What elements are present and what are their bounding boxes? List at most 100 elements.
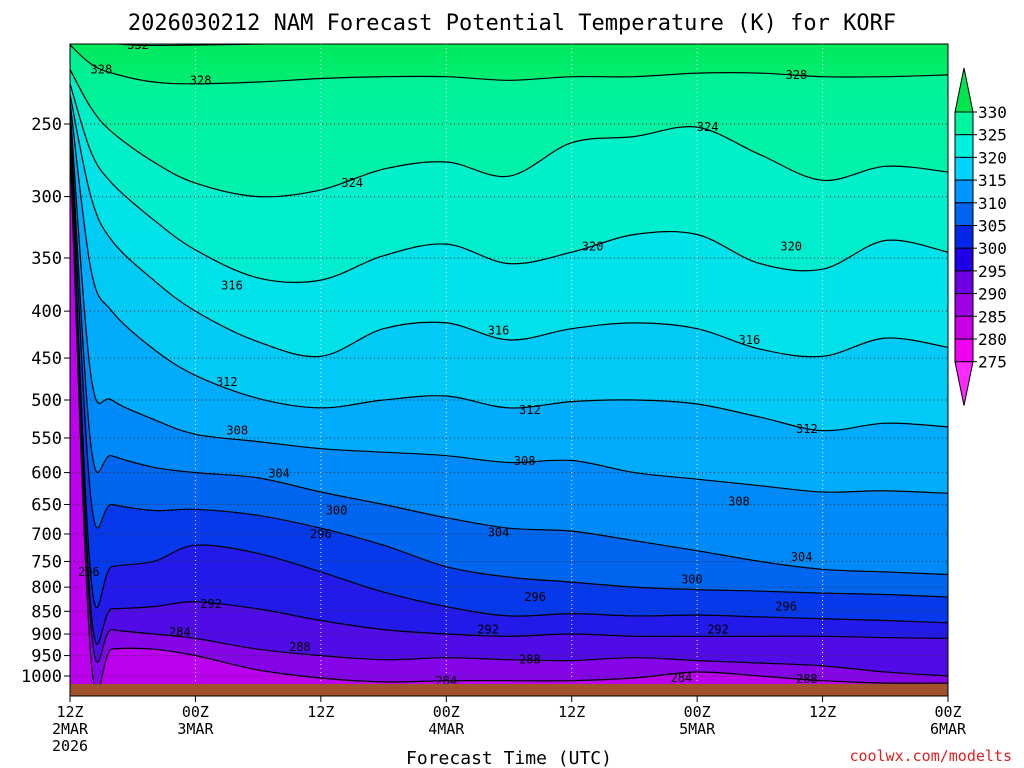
x-tick-label: 5MAR xyxy=(679,720,716,738)
contour-label: 304 xyxy=(791,550,813,564)
y-tick-label: 600 xyxy=(31,464,62,484)
isentrope-line-316 xyxy=(70,94,948,358)
colorbar-label: 275 xyxy=(978,353,1007,372)
colorbar-swatch xyxy=(954,111,974,136)
isentrope-line-308 xyxy=(70,107,948,494)
contour-label: 288 xyxy=(519,653,541,667)
isentrope-line-324 xyxy=(70,69,948,198)
contour-label: 316 xyxy=(488,324,510,338)
y-tick-label: 750 xyxy=(31,552,62,572)
x-tick-label: 00Z xyxy=(684,703,711,721)
colorbar-arrow-bottom xyxy=(954,361,974,406)
x-tick-label: 12Z xyxy=(558,703,585,721)
isentrope-line-312 xyxy=(70,101,948,432)
contour-label: 312 xyxy=(796,422,818,436)
contour-label: 304 xyxy=(268,466,290,480)
contour-label: 308 xyxy=(514,454,536,468)
contour-label: 296 xyxy=(775,600,797,614)
contour-label: 292 xyxy=(200,597,222,611)
contour-label: 288 xyxy=(796,672,818,686)
isentrope-line-288 xyxy=(70,139,948,677)
ground-surface xyxy=(70,684,948,696)
colorbar-label: 290 xyxy=(978,285,1007,304)
contour-label: 296 xyxy=(78,565,100,579)
y-tick-label: 400 xyxy=(31,302,62,322)
y-tick-label: 700 xyxy=(31,525,62,545)
colorbar-swatch xyxy=(954,225,974,249)
contour-label: 300 xyxy=(681,573,703,587)
colorbar-label: 300 xyxy=(978,239,1007,258)
y-tick-label: 850 xyxy=(31,602,62,622)
y-tick-label: 1000 xyxy=(21,667,62,687)
colorbar-label: 325 xyxy=(978,126,1007,145)
y-tick-label: 800 xyxy=(31,578,62,598)
credit-text: coolwx.com/modelts xyxy=(849,747,1012,765)
colorbar-swatch xyxy=(954,315,974,340)
contour-label: 316 xyxy=(221,278,243,292)
colorbar: 330 325 320 315 310 305 300 295 290 285 280 275 xyxy=(954,67,1007,406)
contour-label: 284 xyxy=(671,671,693,685)
isentrope-line-332 xyxy=(111,44,298,47)
colorbar-arrow-top xyxy=(954,67,974,113)
contour-label: 320 xyxy=(582,239,604,253)
contour-label: 324 xyxy=(697,120,719,134)
x-tick-label: 00Z xyxy=(182,703,209,721)
colorbar-swatch xyxy=(954,247,974,272)
colorbar-label: 305 xyxy=(978,217,1007,236)
colorbar-swatch xyxy=(954,270,974,295)
contour-label: 296 xyxy=(310,527,332,541)
contour-label: 332 xyxy=(127,38,149,52)
contour-label: 300 xyxy=(326,504,348,518)
contour-label: 324 xyxy=(341,176,363,190)
x-tick-label: 12Z xyxy=(56,703,83,721)
isentrope-line-300 xyxy=(70,120,948,598)
contour-label: 316 xyxy=(739,333,761,347)
contour-label: 328 xyxy=(190,73,212,87)
x-tick-label: 12Z xyxy=(307,703,334,721)
colorbar-label: 280 xyxy=(978,330,1007,349)
contour-label: 308 xyxy=(226,424,248,438)
colorbar-swatch xyxy=(954,134,974,158)
colorbar-label: 285 xyxy=(978,307,1007,326)
colorbar-label: 295 xyxy=(978,262,1007,281)
isentrope-line-292 xyxy=(70,133,948,645)
x-tick-label: 2026 xyxy=(52,737,88,755)
contour-label: 312 xyxy=(216,375,238,389)
x-tick-label: 00Z xyxy=(433,703,460,721)
contour-label: 308 xyxy=(728,494,750,508)
colorbar-swatch xyxy=(954,179,974,204)
y-tick-label: 650 xyxy=(31,495,62,515)
colorbar-swatch xyxy=(954,338,974,363)
contour-label: 288 xyxy=(289,640,311,654)
contour-label: 312 xyxy=(519,403,541,417)
x-tick-label: 00Z xyxy=(934,703,961,721)
contour-label: 292 xyxy=(707,623,729,637)
x-tick-label: 6MAR xyxy=(930,720,967,738)
y-tick-label: 550 xyxy=(31,429,62,449)
y-tick-label: 250 xyxy=(31,115,62,135)
isentrope-band xyxy=(70,139,948,696)
contour-label: 284 xyxy=(169,625,191,639)
contour-label: 304 xyxy=(488,525,510,539)
isentrope-line-304 xyxy=(70,114,948,576)
y-tick-label: 900 xyxy=(31,625,62,645)
colorbar-label: 330 xyxy=(978,103,1007,122)
colorbar-label: 320 xyxy=(978,148,1007,167)
x-tick-label: 3MAR xyxy=(177,720,214,738)
isentrope-line-320 xyxy=(70,83,948,283)
isentrope-line-328 xyxy=(70,44,948,85)
isentrope-band xyxy=(70,120,948,696)
y-tick-label: 950 xyxy=(31,647,62,667)
x-tick-label: 2MAR xyxy=(52,720,89,738)
x-axis-label: Forecast Time (UTC) xyxy=(406,748,612,768)
x-tick-label: 4MAR xyxy=(428,720,465,738)
y-tick-label: 450 xyxy=(31,349,62,369)
y-tick-label: 350 xyxy=(31,249,62,269)
colorbar-label: 315 xyxy=(978,171,1007,190)
contour-label: 328 xyxy=(91,62,113,76)
contour-label: 328 xyxy=(786,68,808,82)
x-tick-label: 12Z xyxy=(809,703,836,721)
colorbar-swatch xyxy=(954,202,974,227)
plot-frame xyxy=(69,43,949,697)
